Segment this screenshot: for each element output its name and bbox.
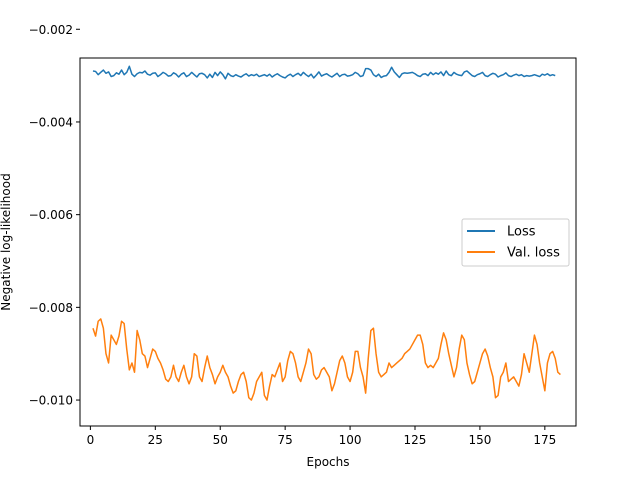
legend-label-val-loss: Val. loss: [507, 246, 560, 261]
x-tick-label: 75: [278, 433, 293, 447]
legend: Loss Val. loss: [461, 218, 570, 267]
y-tick-label: −0.010: [29, 394, 73, 408]
y-tick-label: −0.008: [29, 301, 73, 315]
y-tick-label: −0.006: [29, 208, 73, 222]
x-axis-title: Epochs: [307, 455, 350, 469]
x-tick-label: 150: [468, 433, 491, 447]
series-line-loss: [92, 65, 556, 80]
x-tick-label: 125: [404, 433, 427, 447]
x-tick-label: 0: [87, 433, 95, 447]
series-line-val-loss: [92, 318, 561, 401]
y-axis-title: Negative log-likelihood: [0, 173, 13, 310]
plot-frame: [79, 57, 577, 427]
x-axis-ticks: 0 25 50 75 100 125 150 175: [87, 426, 556, 447]
x-tick-label: 50: [213, 433, 228, 447]
legend-label-loss: Loss: [507, 225, 536, 240]
plot-lines: [92, 65, 561, 401]
y-tick-label: −0.004: [29, 115, 73, 129]
x-tick-label: 100: [339, 433, 362, 447]
x-tick-label: 25: [148, 433, 163, 447]
x-tick-label: 175: [533, 433, 556, 447]
y-axis-ticks: −0.010 −0.008 −0.006 −0.004 −0.002: [29, 23, 80, 408]
y-tick-label: −0.002: [29, 23, 73, 37]
